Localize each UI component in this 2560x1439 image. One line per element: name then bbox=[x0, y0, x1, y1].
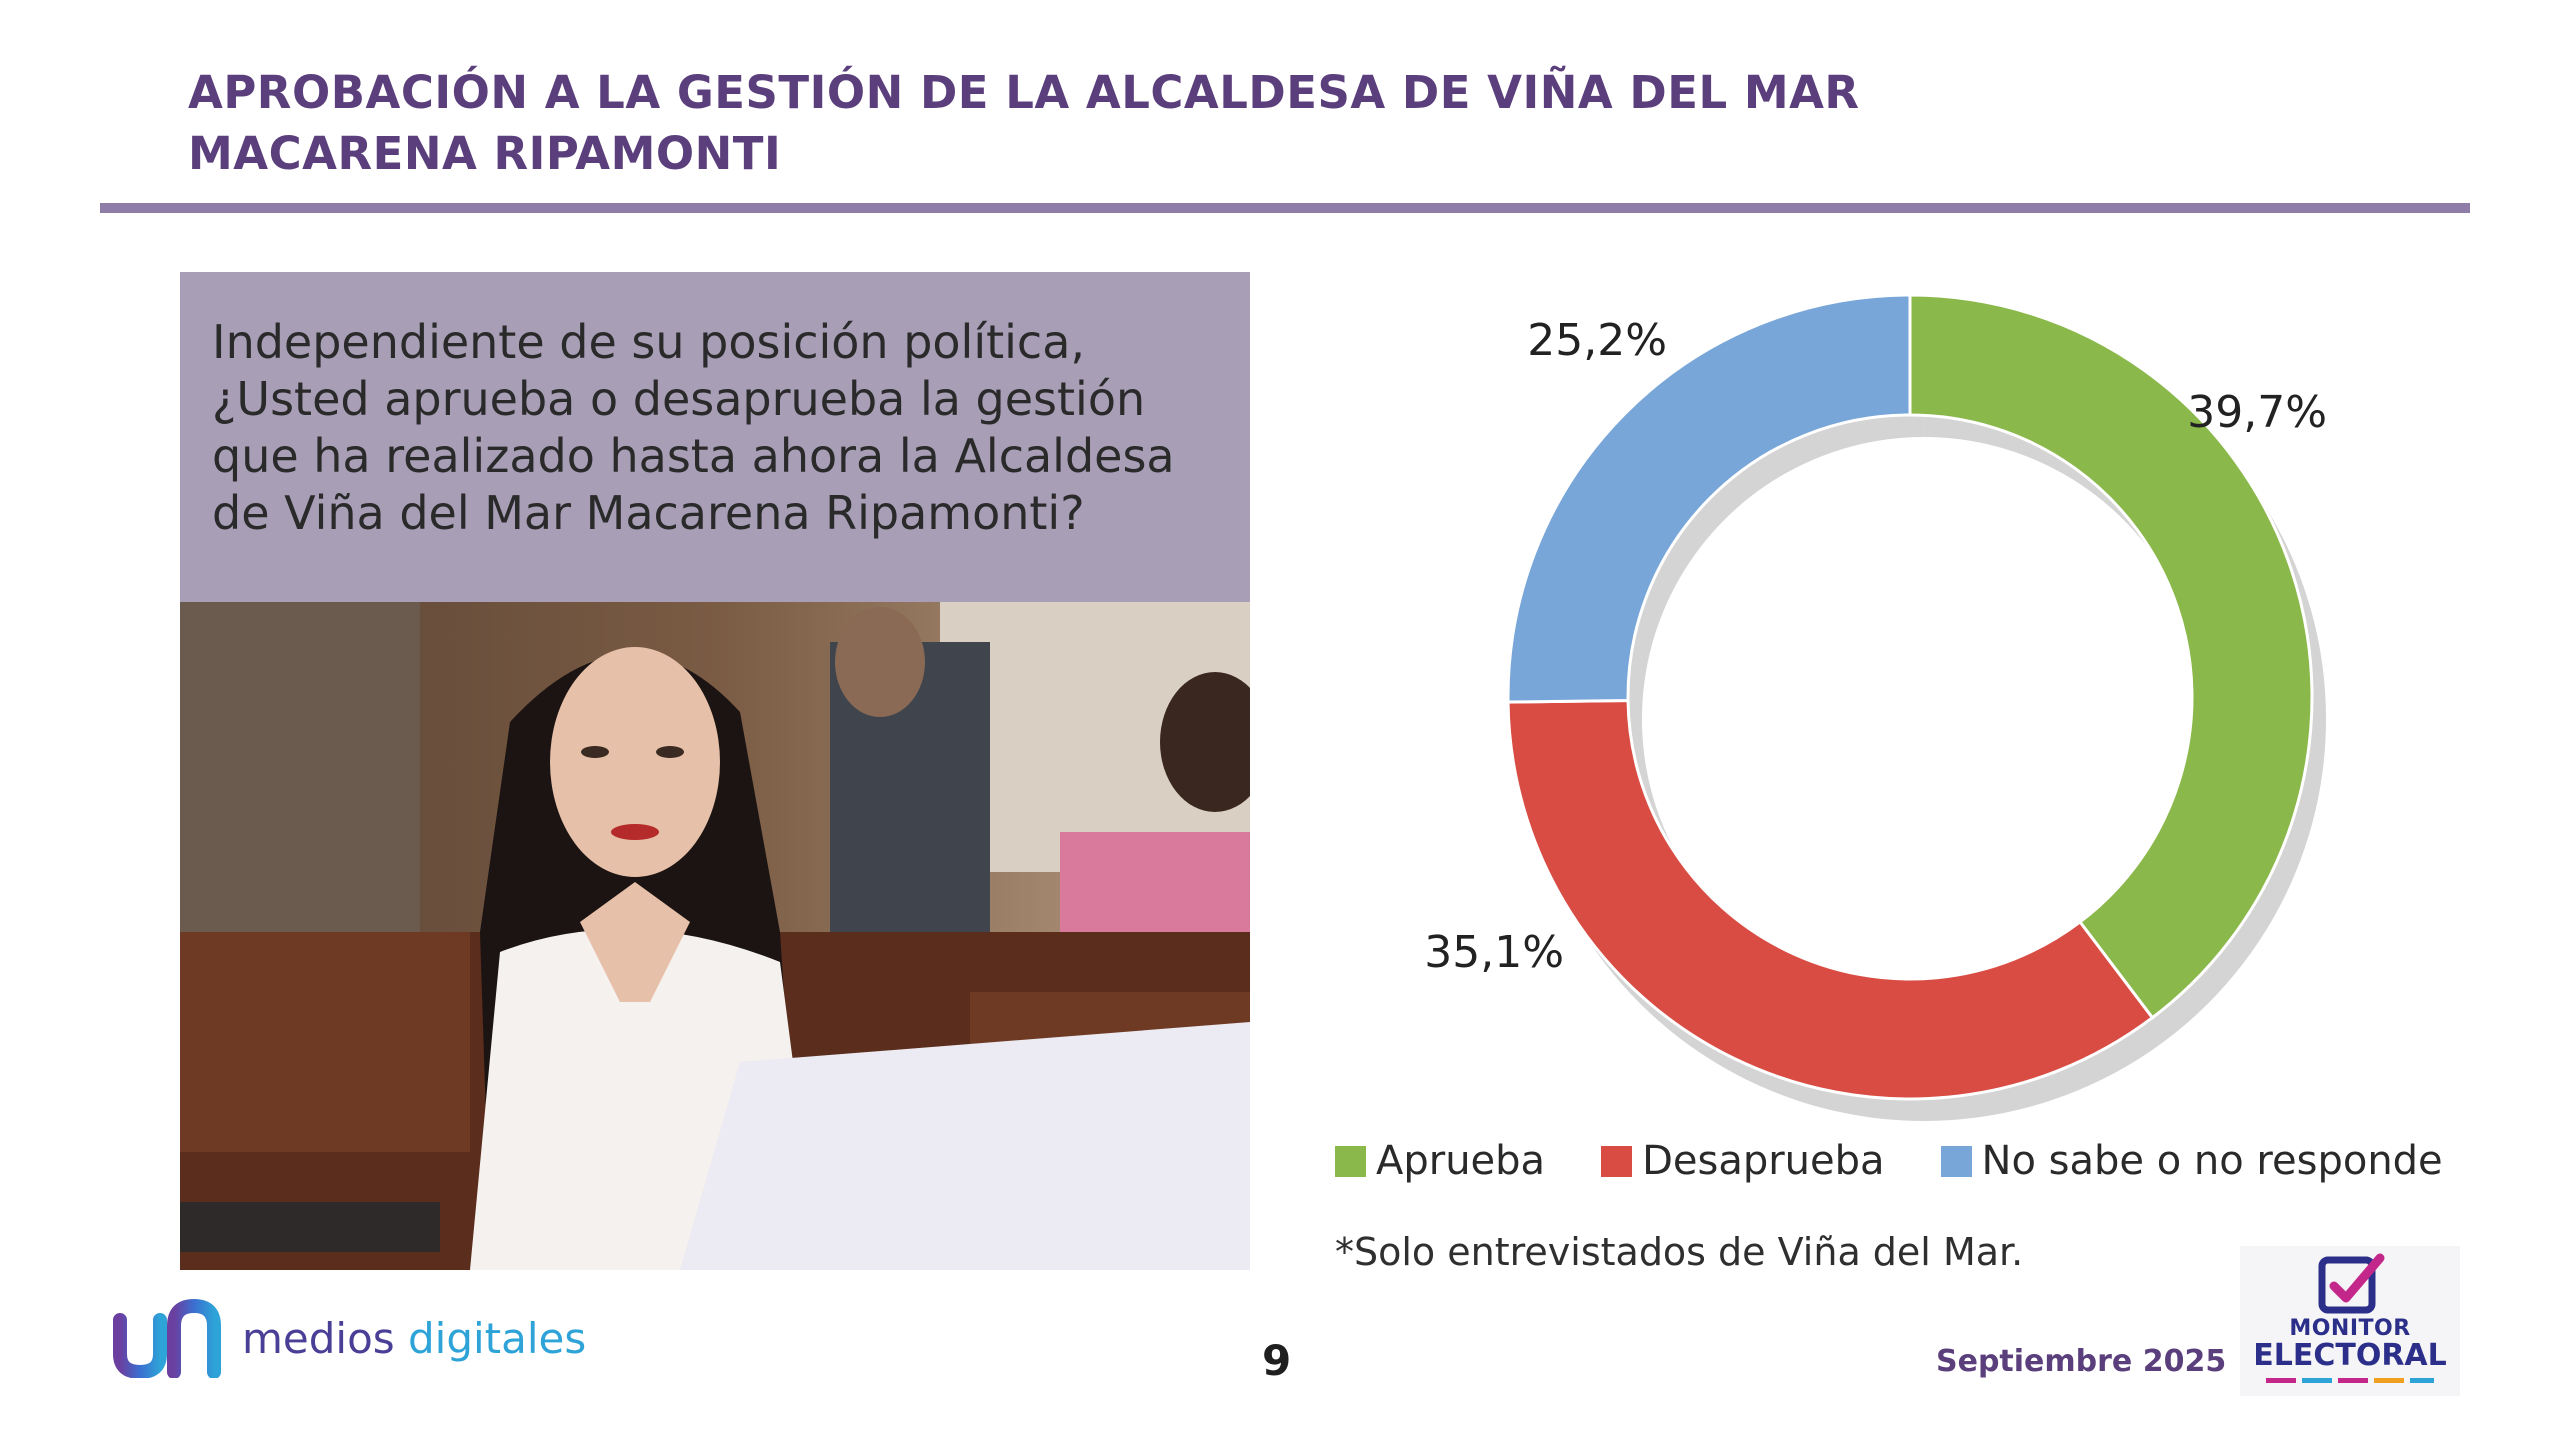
page-title-line-1: APROBACIÓN A LA GESTIÓN DE LA ALCALDESA … bbox=[188, 66, 1860, 119]
donut-slice-no-sabe-o-no-responde bbox=[1506, 293, 1912, 704]
legend-label-desaprueba: Desaprueba bbox=[1642, 1138, 1885, 1184]
donut-slice-aprueba bbox=[1908, 293, 2314, 1020]
data-label-aprueba: 39,7% bbox=[2187, 387, 2327, 438]
legend-label-no-sabe: No sabe o no responde bbox=[1981, 1138, 2443, 1184]
title-divider bbox=[100, 203, 2470, 213]
brand-text-medios: medios bbox=[242, 1313, 409, 1363]
medios-digitales-icon bbox=[113, 1298, 221, 1378]
chart-legend: Aprueba Desaprueba No sabe o no responde bbox=[1335, 1138, 2443, 1184]
logo-underline-stripes bbox=[2266, 1378, 2434, 1383]
legend-swatch-desaprueba bbox=[1601, 1145, 1633, 1177]
report-date: Septiembre 2025 bbox=[1936, 1344, 2227, 1379]
logo-text-monitor: MONITOR bbox=[2289, 1316, 2411, 1341]
monitor-electoral-logo: MONITOR ELECTORAL bbox=[2240, 1246, 2460, 1396]
legend-item-aprueba: Aprueba bbox=[1335, 1138, 1545, 1184]
medios-digitales-logo: medios digitales bbox=[112, 1298, 586, 1378]
donut-chart-svg: 39,7% 35,1% 25,2% bbox=[1424, 293, 2327, 1121]
data-label-desaprueba: 35,1% bbox=[1424, 927, 1564, 978]
ballot-check-icon bbox=[2318, 1253, 2385, 1314]
page-title-line-2: MACARENA RIPAMONTI bbox=[188, 127, 782, 180]
brand-text: medios digitales bbox=[242, 1314, 586, 1363]
logo-text-electoral: ELECTORAL bbox=[2253, 1338, 2447, 1373]
brand-text-digitales: digitales bbox=[408, 1313, 587, 1363]
legend-item-no-sabe: No sabe o no responde bbox=[1940, 1138, 2443, 1184]
mayor-photo bbox=[180, 602, 1250, 1270]
legend-swatch-aprueba bbox=[1335, 1145, 1366, 1177]
legend-swatch-no-sabe bbox=[1940, 1145, 1972, 1177]
page-number: 9 bbox=[1262, 1336, 1292, 1385]
page-title: APROBACIÓN A LA GESTIÓN DE LA ALCALDESA … bbox=[188, 62, 2088, 184]
donut-slice-desaprueba bbox=[1506, 699, 2155, 1101]
donut-chart: 39,7% 35,1% 25,2% bbox=[1380, 250, 2480, 1130]
legend-label-aprueba: Aprueba bbox=[1376, 1138, 1546, 1184]
survey-question: Independiente de su posición política, ¿… bbox=[180, 272, 1250, 602]
footnote: *Solo entrevistados de Viña del Mar. bbox=[1335, 1230, 2024, 1274]
legend-item-desaprueba: Desaprueba bbox=[1601, 1138, 1885, 1184]
data-label-no-sabe-o-no-responde: 25,2% bbox=[1527, 315, 1667, 366]
